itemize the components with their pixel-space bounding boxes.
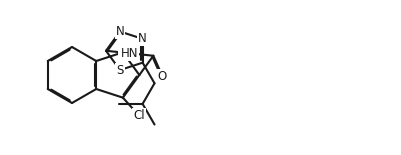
Text: S: S [119,46,127,59]
Text: N: N [115,25,124,38]
Text: HN: HN [121,47,138,60]
Text: Cl: Cl [133,109,145,122]
Text: O: O [158,70,167,83]
Text: S: S [116,64,124,77]
Text: N: N [138,32,147,45]
